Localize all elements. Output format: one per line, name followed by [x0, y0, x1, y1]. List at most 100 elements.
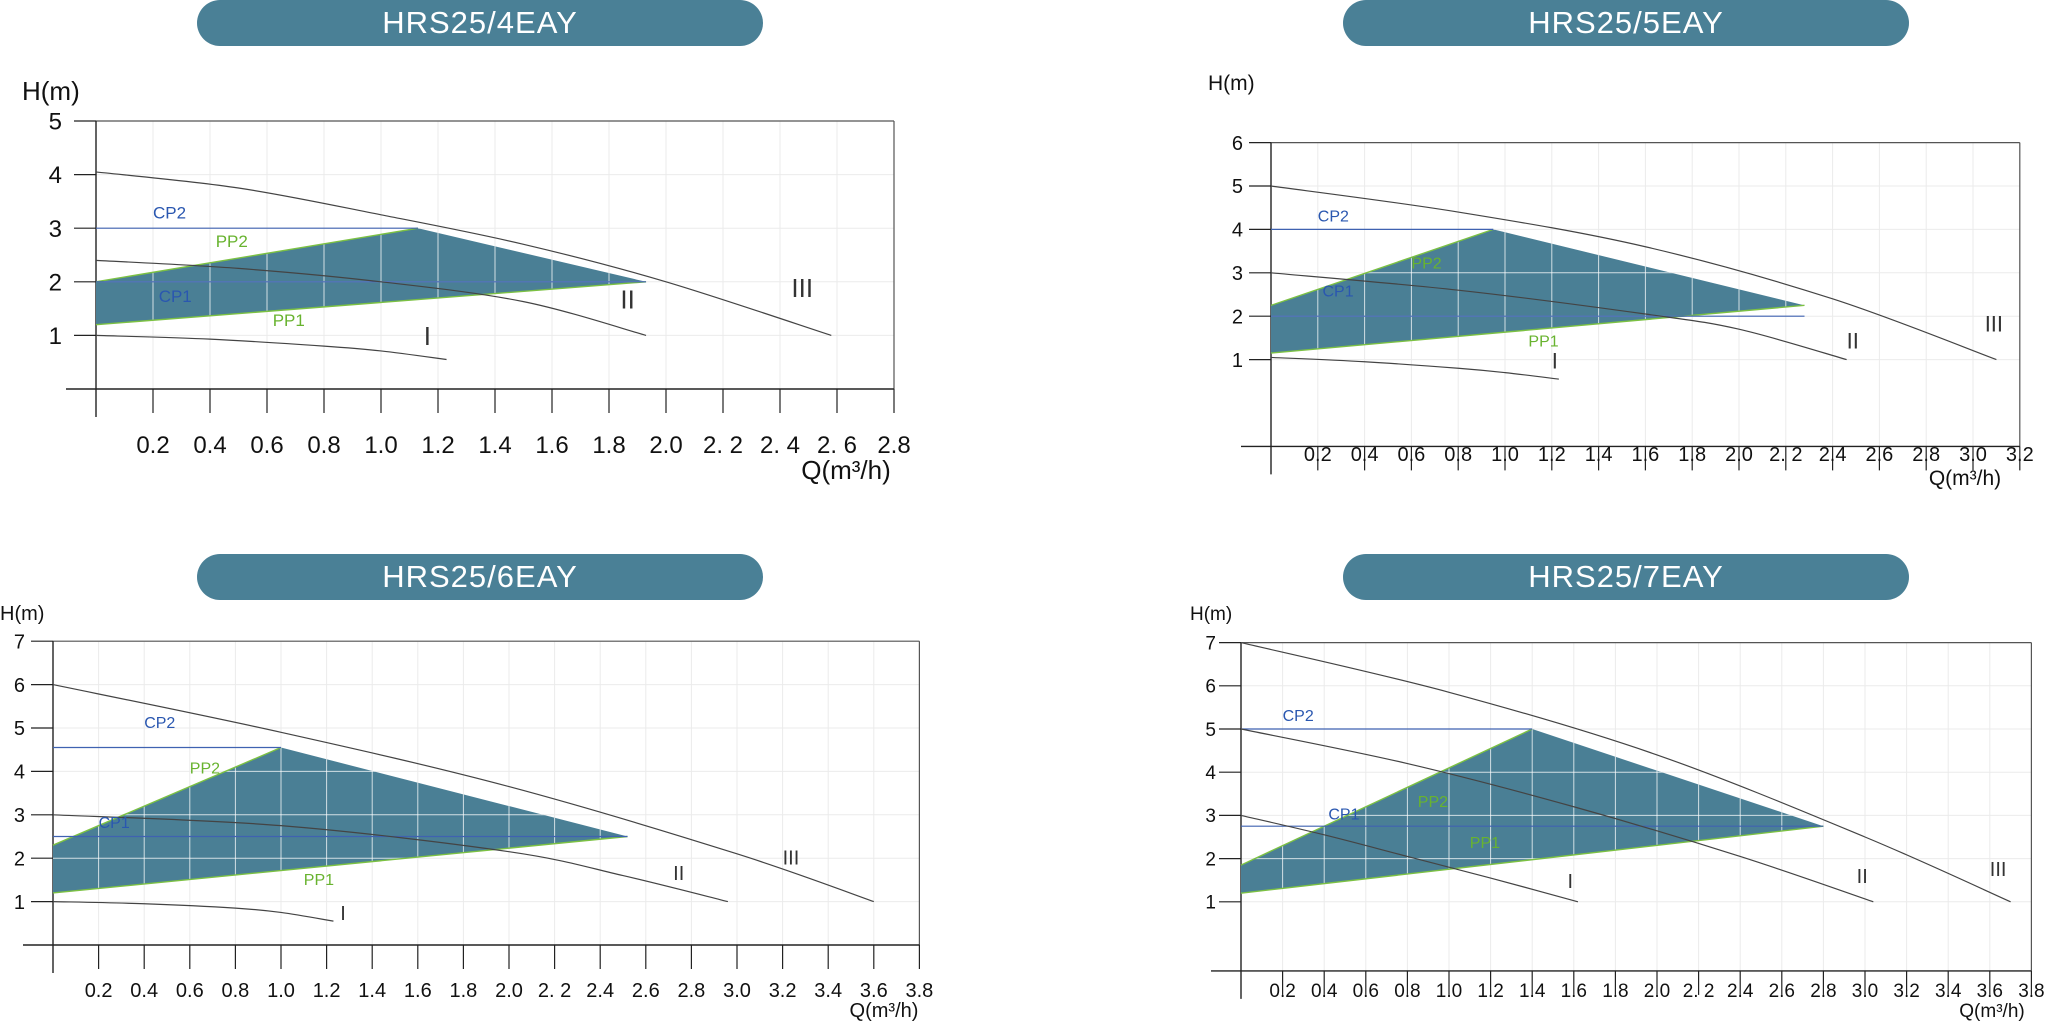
cp1-label: CP1 — [99, 815, 130, 832]
chart-title: HRS25/7EAY — [1528, 559, 1724, 594]
curve-label: II — [1857, 866, 1868, 888]
x-tick-label: 0.4 — [1311, 981, 1338, 1002]
cp2-label: CP2 — [153, 204, 186, 223]
x-tick-label: 3.2 — [769, 980, 797, 1002]
x-tick-label: 2. 4 — [760, 432, 800, 459]
x-tick-label: 2.8 — [877, 432, 910, 459]
x-tick-label: 3.2 — [1893, 981, 1919, 1002]
x-tick-label: 1.6 — [1561, 981, 1587, 1002]
x-tick-label: 0.6 — [1353, 981, 1379, 1002]
curve-I — [1270, 356, 1559, 380]
y-tick-label: 2 — [49, 269, 62, 296]
x-tick-label: 2. 2 — [538, 980, 571, 1002]
x-tick-label: 0.6 — [176, 980, 204, 1002]
chart-title-pill: HRS25/5EAY — [1343, 0, 1909, 46]
x-axis-label: Q(m³/h) — [1959, 1001, 2024, 1022]
curve-II — [1240, 728, 1874, 903]
x-tick-label: 1.0 — [1491, 444, 1519, 466]
y-tick-label: 3 — [1232, 263, 1243, 285]
pp1-line — [52, 835, 628, 894]
x-tick-label: 2.0 — [495, 980, 523, 1002]
x-tick-label: 1.8 — [449, 980, 477, 1002]
y-tick-label: 3 — [1205, 806, 1216, 827]
chart-title: HRS25/6EAY — [382, 559, 578, 594]
pp2-line — [52, 746, 282, 846]
x-tick-label: 2.6 — [632, 980, 660, 1002]
curve-I — [1240, 814, 1579, 903]
x-tick-label: 1.2 — [1477, 981, 1503, 1002]
y-tick-label: 6 — [14, 675, 25, 697]
pp1-line — [1270, 304, 1805, 354]
x-tick-label: 1.4 — [478, 432, 511, 459]
x-tick-label: 2.4 — [1727, 981, 1754, 1002]
cp1-label: CP1 — [1328, 807, 1359, 824]
x-tick-label: 1.4 — [1585, 444, 1613, 466]
y-tick-label: 1 — [14, 892, 25, 914]
x-tick-label: 1.8 — [1678, 444, 1706, 466]
x-tick-label: 2. 2 — [1769, 444, 1802, 466]
x-tick-label: 1.2 — [421, 432, 454, 459]
operating-region — [53, 747, 628, 893]
x-tick-label: 2.4 — [586, 980, 614, 1002]
y-tick-label: 3 — [49, 216, 62, 243]
y-axis-label: H(m) — [22, 76, 80, 106]
x-tick-label: 1.2 — [1538, 444, 1566, 466]
pp2-line — [95, 227, 419, 283]
y-tick-label: 2 — [14, 848, 25, 870]
chart-title: HRS25/4EAY — [382, 5, 578, 40]
curve-label: I — [1568, 871, 1574, 893]
x-tick-label: 3.2 — [2006, 444, 2034, 466]
x-tick-label: 3.8 — [2018, 981, 2044, 1002]
pp2-label: PP2 — [190, 761, 220, 778]
x-tick-label: 0.4 — [193, 432, 226, 459]
x-tick-label: 2.8 — [677, 980, 705, 1002]
x-tick-label: 0.6 — [1397, 444, 1425, 466]
x-tick-label: 2.0 — [649, 432, 682, 459]
cp2-label: CP2 — [144, 715, 175, 732]
x-tick-label: 0.2 — [136, 432, 169, 459]
y-tick-label: 2 — [1205, 849, 1216, 870]
x-axis-label: Q(m³/h) — [801, 455, 891, 485]
x-tick-label: 3.0 — [723, 980, 751, 1002]
x-tick-label: 1.8 — [592, 432, 625, 459]
operating-region — [96, 228, 647, 325]
pp1-line — [95, 281, 647, 326]
x-tick-label: 2.6 — [1865, 444, 1893, 466]
x-tick-label: 1.4 — [358, 980, 386, 1002]
y-axis-label: H(m) — [1190, 604, 1232, 625]
x-tick-label: 0.2 — [85, 980, 113, 1002]
curve-label: III — [791, 273, 813, 303]
curve-label: II — [1847, 328, 1859, 353]
y-tick-label: 5 — [1205, 720, 1216, 741]
pp1-label: PP1 — [1528, 334, 1558, 351]
curve-I — [52, 901, 334, 922]
pp1-line — [1240, 825, 1824, 894]
curve-label: III — [1990, 859, 2007, 881]
y-tick-label: 7 — [14, 631, 25, 653]
pp2-label: PP2 — [1411, 255, 1441, 272]
pp1-label: PP1 — [273, 311, 305, 330]
x-tick-label: 3.6 — [860, 980, 888, 1002]
x-tick-label: 3.0 — [1959, 444, 1987, 466]
curve-III — [95, 171, 832, 336]
pp2-label: PP2 — [216, 232, 248, 251]
x-tick-label: 1.6 — [404, 980, 432, 1002]
x-tick-label: 1.0 — [364, 432, 397, 459]
y-tick-label: 1 — [49, 323, 62, 350]
x-tick-label: 2.0 — [1725, 444, 1753, 466]
chart-title: HRS25/5EAY — [1528, 5, 1724, 40]
pp1-label: PP1 — [304, 872, 334, 889]
y-tick-label: 1 — [1205, 893, 1216, 914]
x-tick-label: 1.6 — [535, 432, 568, 459]
curve-II — [95, 259, 647, 336]
x-tick-label: 2.0 — [1644, 981, 1670, 1002]
y-tick-label: 7 — [1205, 633, 1216, 654]
y-tick-label: 1 — [1232, 350, 1243, 372]
curve-II — [52, 814, 729, 903]
pp1-label: PP1 — [1470, 835, 1500, 852]
y-tick-label: 2 — [1232, 306, 1243, 328]
curve-III — [1240, 642, 2011, 903]
pp2-label: PP2 — [1418, 794, 1448, 811]
y-tick-label: 4 — [1232, 220, 1243, 242]
